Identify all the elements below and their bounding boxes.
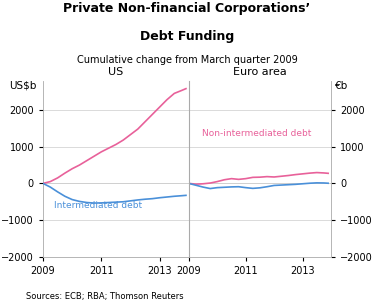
Text: Euro area: Euro area — [233, 67, 287, 77]
Text: Cumulative change from March quarter 2009: Cumulative change from March quarter 200… — [77, 55, 297, 65]
Text: Non-intermediated debt: Non-intermediated debt — [202, 129, 312, 138]
Text: €b: €b — [335, 81, 348, 91]
Text: Intermediated debt: Intermediated debt — [54, 201, 142, 210]
Text: Sources: ECB; RBA; Thomson Reuters: Sources: ECB; RBA; Thomson Reuters — [26, 292, 184, 301]
Text: US$b: US$b — [9, 81, 37, 91]
Text: Debt Funding: Debt Funding — [140, 30, 234, 43]
Text: Private Non-financial Corporations’: Private Non-financial Corporations’ — [63, 2, 311, 15]
Text: US: US — [108, 67, 123, 77]
